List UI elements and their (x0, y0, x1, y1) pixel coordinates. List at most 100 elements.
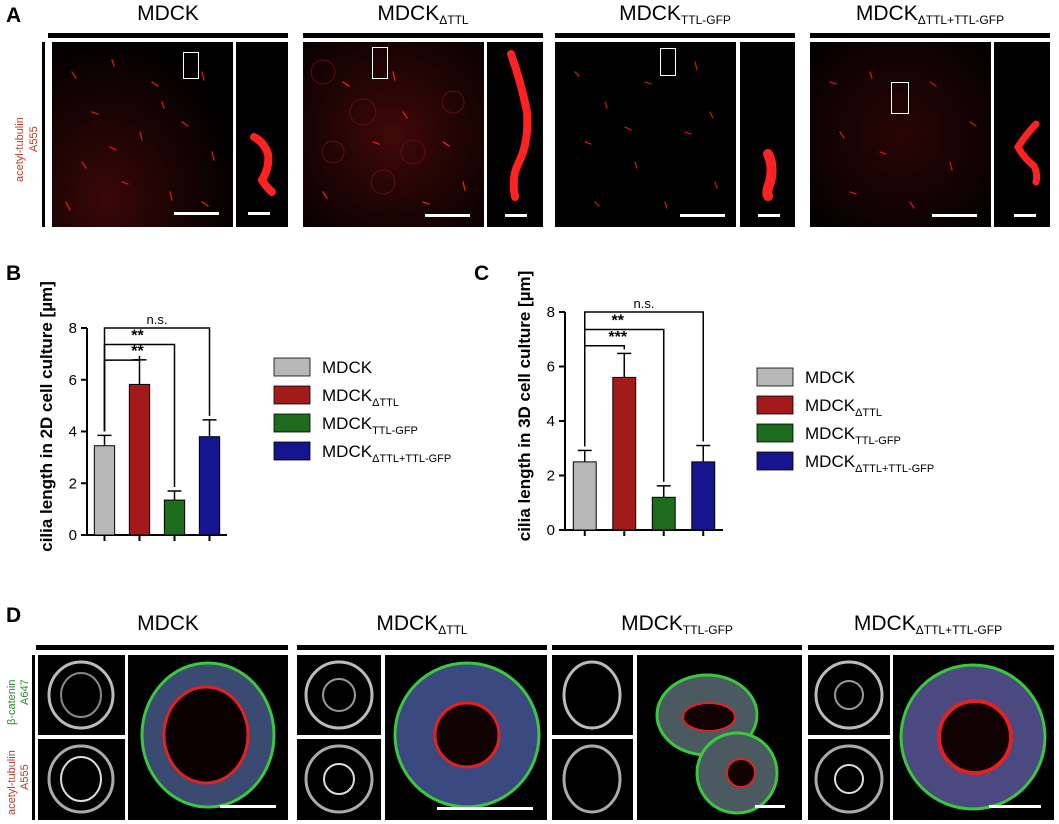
legend-swatch (756, 423, 794, 443)
cyst-mdck-tubulin (38, 739, 125, 820)
legend-label: MDCKTTL-GFP (322, 414, 418, 437)
panel-d-stain-top-label: β-catenin (6, 679, 18, 725)
panel-a-col-title-4: MDCKΔTTL+TTL-GFP (855, 2, 1005, 27)
y-axis-label: cilia length in 3D cell culture [µm] (515, 271, 534, 542)
legend-swatch (273, 385, 311, 405)
legend-swatch (756, 451, 794, 471)
panel-d-row-bar (32, 655, 35, 820)
panel-a-col-title-1: MDCK (137, 2, 199, 25)
panel-d-col-title-2: MDCKΔTTL (376, 612, 468, 637)
legend-label: MDCKΔTTL+TTL-GFP (805, 452, 934, 475)
significance-bracket (584, 311, 704, 447)
legend-label: MDCK (322, 358, 373, 377)
scale-bar (755, 805, 785, 808)
micrograph-dttl-ttl-gfp-overview (810, 42, 991, 227)
significance-bracket (103, 327, 211, 432)
bar (572, 461, 597, 531)
panel-d-stain-bottom-label: acetyl-tubulin (6, 750, 18, 815)
scale-bar (220, 805, 276, 808)
legend-label: MDCKΔTTL (322, 386, 399, 409)
scale-bar (425, 214, 470, 217)
y-tick-label: 0 (69, 527, 77, 544)
micrograph-ttl-gfp-zoom (740, 42, 795, 227)
y-tick-label: 6 (547, 359, 555, 376)
micrograph-dttl-zoom (487, 42, 543, 227)
bar (691, 461, 716, 531)
panel-label-c: C (474, 262, 490, 285)
bar (651, 496, 676, 531)
scale-bar (932, 214, 977, 217)
legend-swatch (756, 367, 794, 387)
panel-label-b: B (6, 262, 22, 285)
y-tick-label: 8 (69, 320, 77, 337)
scale-bar (174, 212, 219, 215)
y-tick-label: 2 (69, 475, 77, 492)
y-tick-label: 4 (69, 424, 77, 441)
micrograph-mdck-overview (52, 42, 233, 227)
micrograph-dttl-ttl-gfp-zoom (994, 42, 1050, 227)
panel-d-column-bar-2 (297, 645, 547, 650)
cyst-mdck-catenin (38, 655, 125, 735)
legend-swatch (273, 357, 311, 377)
panel-a-column-bar-3 (555, 33, 795, 38)
inset-box (891, 82, 909, 114)
cyst-dttl-ttl-gfp-catenin (808, 655, 890, 735)
cilia-pattern (65, 59, 215, 211)
panel-d-col-title-4: MDCKΔTTL+TTL-GFP (853, 612, 1003, 637)
cyst-ttl-gfp-tubulin (552, 739, 633, 820)
scale-bar (248, 212, 270, 215)
panel-label-d: D (6, 604, 22, 627)
scale-bar (505, 214, 527, 217)
y-tick-label: 2 (547, 468, 555, 485)
scale-bar (680, 214, 725, 217)
y-tick-label: 4 (547, 413, 555, 430)
bar (128, 383, 151, 536)
panel-a-col-title-3: MDCKTTL-GFP (619, 2, 731, 27)
panel-d-column-bar-4 (808, 645, 1054, 650)
y-tick-label: 0 (547, 522, 555, 539)
bar (163, 499, 186, 536)
bar (198, 436, 221, 536)
scale-bar (758, 214, 780, 217)
cyst-dttl-catenin (297, 655, 381, 735)
inset-box (372, 47, 388, 79)
cyst-ttl-gfp-merge (637, 655, 802, 820)
legend-label: MDCK (805, 368, 856, 387)
inset-box (183, 52, 199, 79)
significance-label: ** (612, 312, 625, 329)
panel-a-row-bar (42, 42, 45, 227)
significance-label: n.s. (634, 296, 655, 311)
panel-a-column-bar-2 (303, 33, 543, 38)
chart-c: cilia length in 3D cell culture [µm] 0 2 4 6… (515, 271, 934, 542)
micrograph-mdck-zoom (236, 42, 288, 227)
cyst-mdck-merge (128, 655, 288, 820)
panel-d-col-title-3: MDCKTTL-GFP (621, 612, 733, 637)
micrograph-ttl-gfp-overview (555, 42, 736, 227)
panel-d-stain-bottom-label-2: A555 (19, 764, 31, 790)
cyst-ttl-gfp-catenin (552, 655, 633, 735)
bar (93, 445, 116, 536)
legend-label: MDCKΔTTL (805, 396, 882, 419)
legend-swatch (273, 441, 311, 461)
legend-swatch (273, 413, 311, 433)
significance-label: *** (608, 329, 627, 346)
y-axis-label: cilia length in 2D cell culture [µm] (37, 281, 56, 552)
panel-d-col-title-1: MDCK (137, 612, 199, 635)
significance-label: n.s. (147, 312, 168, 327)
panel-d-stain-top-label-2: A647 (19, 679, 31, 705)
legend-swatch (756, 395, 794, 415)
significance-label: ** (131, 328, 144, 345)
panel-d-column-bar-3 (552, 645, 802, 650)
y-tick-label: 8 (547, 304, 555, 321)
scale-bar (1014, 214, 1036, 217)
panel-label-a: A (6, 4, 22, 27)
cyst-dttl-ttl-gfp-merge (893, 655, 1054, 820)
chart-b: cilia length in 2D cell culture [µm] 0 2 4 6… (37, 281, 451, 552)
y-tick-label: 6 (69, 372, 77, 389)
legend-label: MDCKΔTTL+TTL-GFP (322, 442, 451, 465)
panel-a-col-title-2: MDCKΔTTL (377, 2, 469, 27)
cyst-dttl-tubulin (297, 739, 381, 820)
cyst-dttl-merge (385, 655, 547, 820)
bar (612, 376, 637, 531)
legend-label: MDCKTTL-GFP (805, 424, 901, 447)
